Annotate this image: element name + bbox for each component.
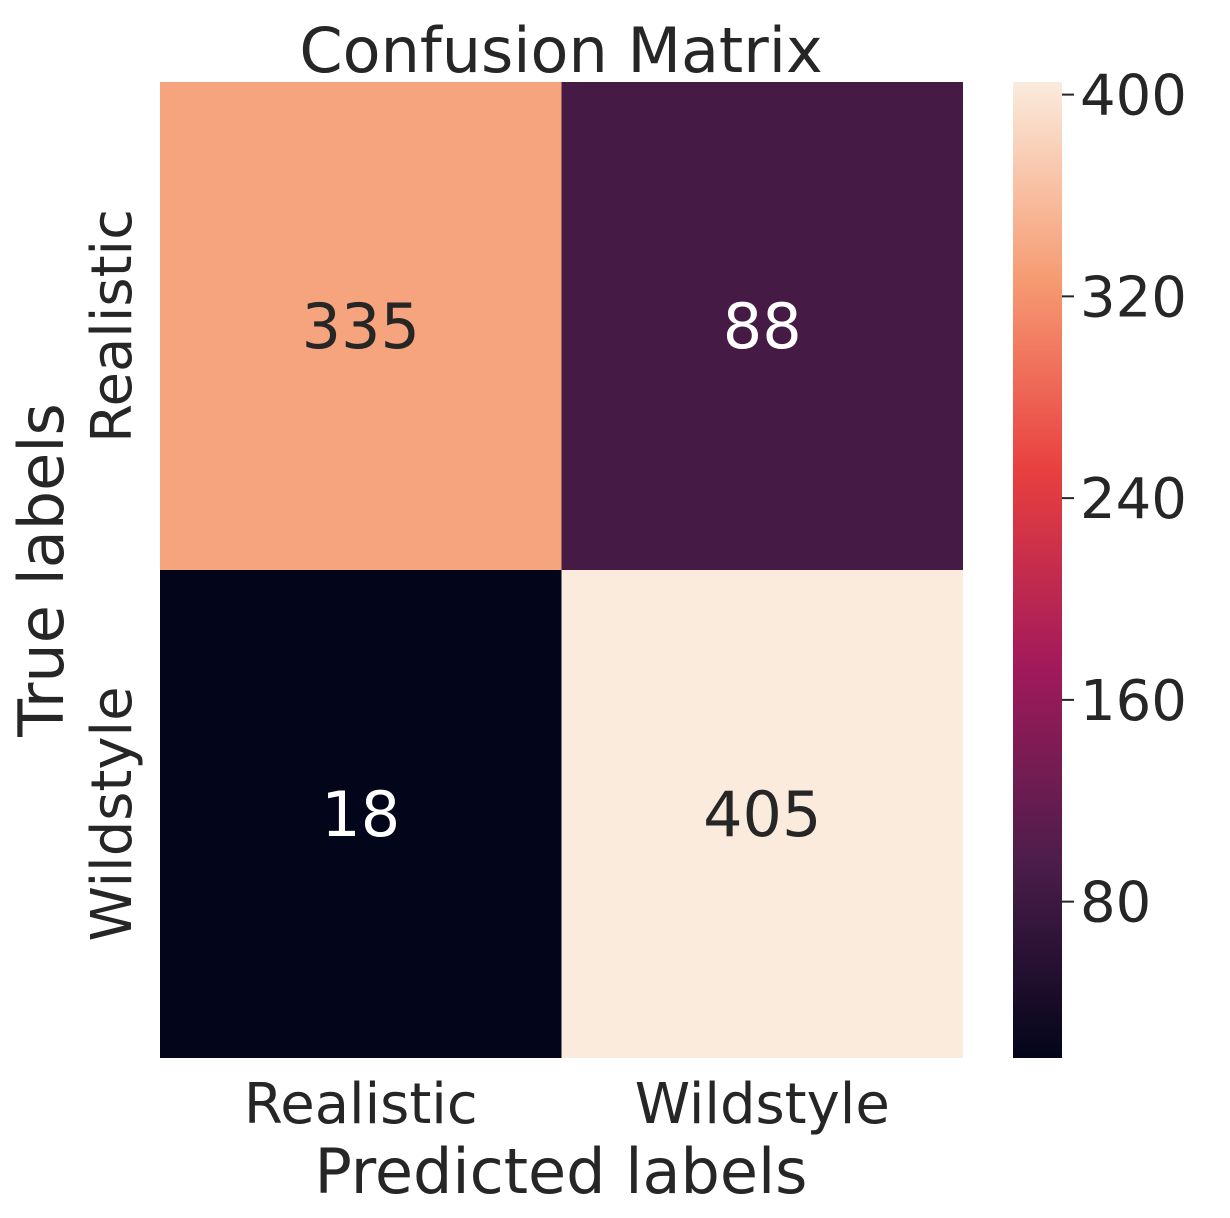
cell-value-label: 335 — [302, 290, 420, 363]
colorbar-tick-label: 400 — [1080, 64, 1187, 129]
cell-value-label: 405 — [703, 778, 821, 851]
colorbar-ticks: 80 160 240 320 400 — [1062, 64, 1187, 936]
heatmap-cell — [561, 82, 963, 570]
y-tick-labels: Realistic Wildstyle — [80, 209, 145, 941]
chart-title: Confusion Matrix — [299, 14, 822, 87]
heatmap-cell — [160, 570, 562, 1058]
heatmap-cell — [160, 82, 562, 570]
x-tick-label: Wildstyle — [635, 1072, 890, 1137]
y-tick-label: Wildstyle — [80, 686, 145, 941]
colorbar-tick-label: 320 — [1080, 265, 1187, 330]
y-axis-label: True labels — [5, 403, 78, 738]
heatmap-cell — [561, 570, 963, 1058]
heatmap-cells — [160, 82, 963, 1058]
x-tick-labels: Realistic Wildstyle — [244, 1072, 890, 1137]
x-axis-label: Predicted labels — [314, 1135, 807, 1208]
y-tick-label: Realistic — [80, 209, 145, 443]
colorbar — [1013, 82, 1062, 1058]
colorbar-tick-label: 160 — [1080, 669, 1187, 734]
x-tick-label: Realistic — [244, 1072, 478, 1137]
cell-value-label: 18 — [321, 778, 400, 851]
colorbar-tick-label: 80 — [1080, 871, 1151, 936]
heatmap-cell-labels: 335 88 18 405 — [302, 290, 822, 851]
cell-value-label: 88 — [723, 290, 802, 363]
colorbar-tick-label: 240 — [1080, 467, 1187, 532]
